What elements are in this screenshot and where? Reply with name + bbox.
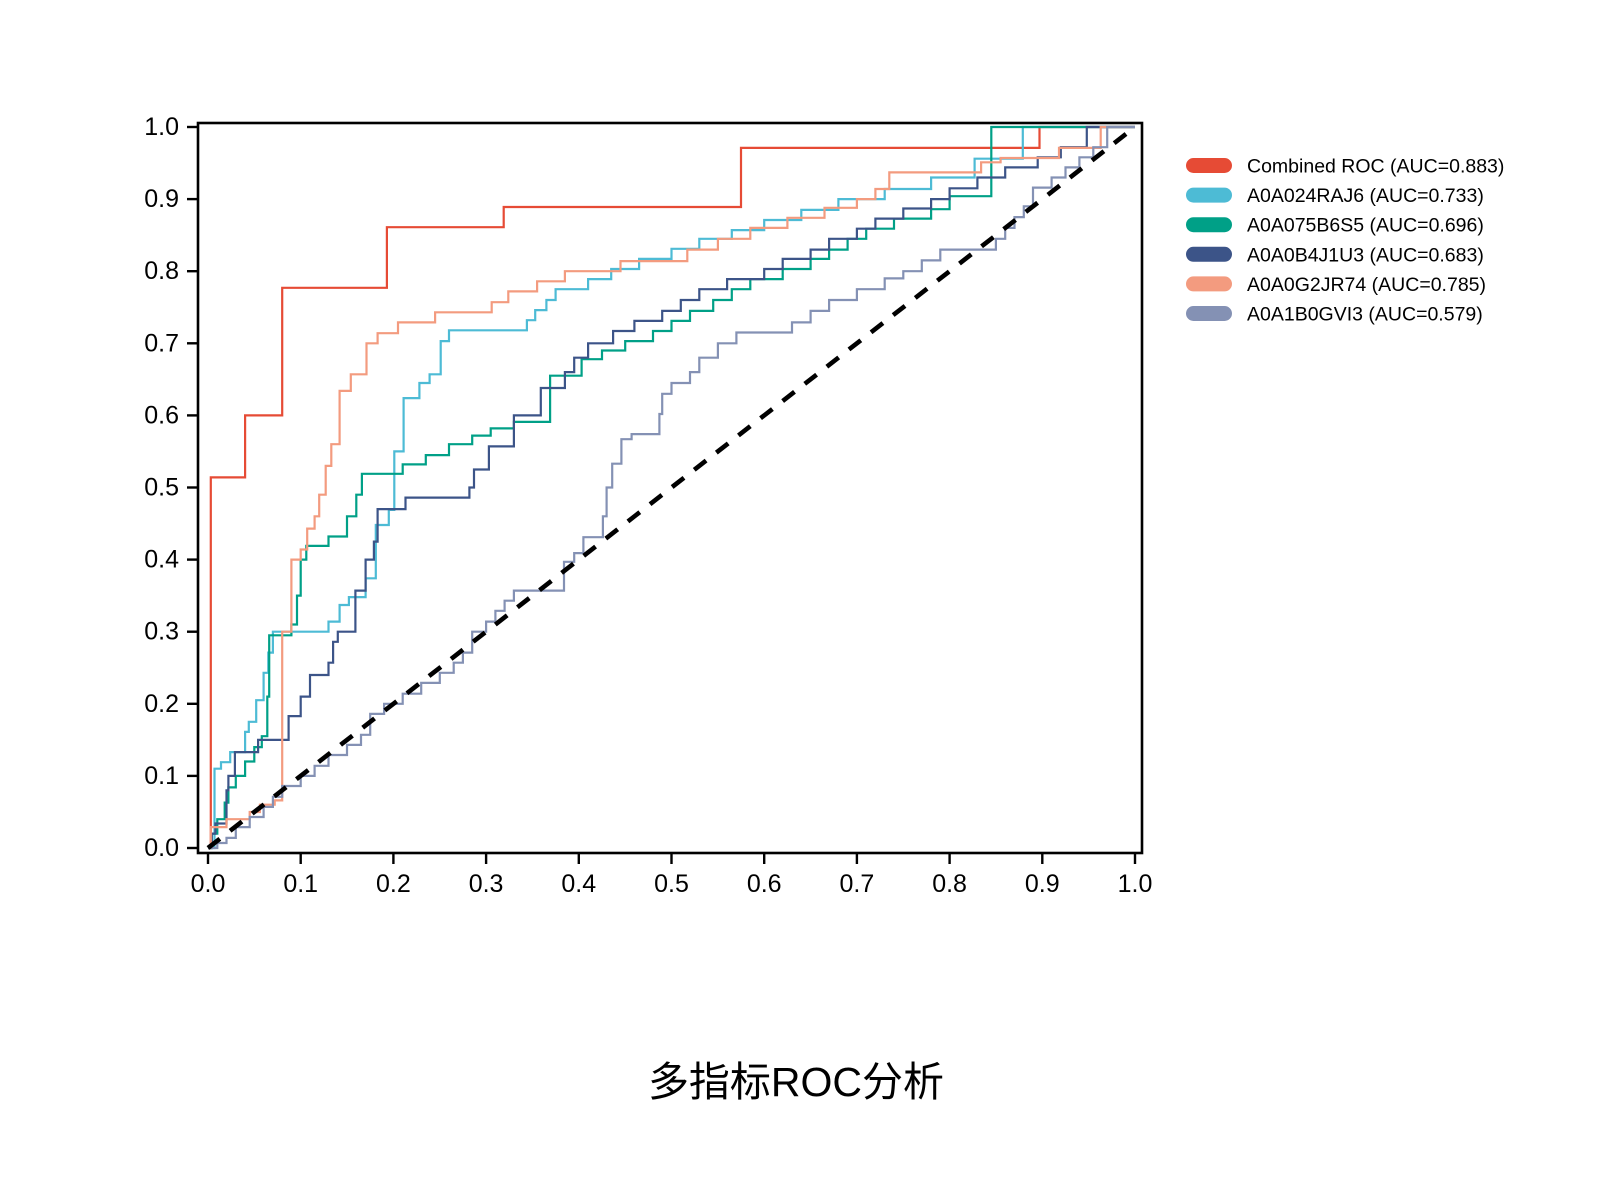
legend-swatch bbox=[1186, 306, 1232, 321]
x-axis-tick-label: 0.3 bbox=[469, 870, 504, 898]
y-axis-tick-label: 0.5 bbox=[144, 474, 179, 502]
legend-swatch bbox=[1186, 217, 1232, 233]
legend-label: A0A1B0GVI3 (AUC=0.579) bbox=[1247, 304, 1483, 326]
legend-item-A0A0G2JR74: A0A0G2JR74 (AUC=0.785) bbox=[1186, 274, 1486, 296]
legend-item-Combined-ROC: Combined ROC (AUC=0.883) bbox=[1186, 156, 1504, 178]
y-axis-tick-label: 0.2 bbox=[144, 690, 179, 718]
legend-label: A0A024RAJ6 (AUC=0.733) bbox=[1247, 185, 1484, 207]
roc-curves bbox=[208, 125, 1135, 850]
x-axis-tick-label: 1.0 bbox=[1118, 870, 1153, 898]
legend-item-A0A024RAJ6: A0A024RAJ6 (AUC=0.733) bbox=[1186, 185, 1484, 207]
y-axis-tick-label: 0.0 bbox=[144, 834, 179, 862]
x-axis-tick-label: 0.4 bbox=[561, 870, 596, 898]
roc-curve-Combined-ROC bbox=[208, 125, 1135, 850]
roc-curve-A0A0B4J1U3 bbox=[208, 125, 1135, 850]
legend-item-A0A1B0GVI3: A0A1B0GVI3 (AUC=0.579) bbox=[1186, 304, 1483, 326]
x-axis-tick-label: 0.0 bbox=[191, 870, 226, 898]
y-axis-tick-label: 0.3 bbox=[144, 618, 179, 646]
x-axis-tick-label: 0.1 bbox=[283, 870, 318, 898]
legend-swatch bbox=[1186, 158, 1232, 173]
axes: 0.0 0.1 0.2 0.3 0.4 0.5 0.6 0.7 0.8 0.9 1.0 0.0 0.1 0… bbox=[144, 113, 1152, 898]
legend-label: A0A0G2JR74 (AUC=0.785) bbox=[1247, 274, 1486, 296]
legend-item-A0A0B4J1U3: A0A0B4J1U3 (AUC=0.683) bbox=[1186, 244, 1484, 266]
legend-label: A0A075B6S5 (AUC=0.696) bbox=[1247, 215, 1484, 237]
y-axis-tick-label: 0.9 bbox=[144, 185, 179, 213]
roc-curve-A0A0G2JR74 bbox=[208, 125, 1135, 850]
chance-diagonal-line bbox=[206, 125, 1137, 850]
x-axis-tick-label: 0.6 bbox=[747, 870, 782, 898]
y-axis-tick-label: 1.0 bbox=[144, 113, 179, 141]
chart-title: 多指标ROC分析 bbox=[648, 1059, 944, 1105]
legend-label: Combined ROC (AUC=0.883) bbox=[1247, 156, 1504, 178]
x-axis-tick-label: 0.8 bbox=[932, 870, 967, 898]
diagonal-reference bbox=[206, 125, 1137, 850]
roc-curve-A0A024RAJ6 bbox=[208, 125, 1135, 850]
y-axis-tick-label: 0.6 bbox=[144, 401, 179, 429]
y-axis-tick-label: 0.8 bbox=[144, 257, 179, 285]
legend-swatch bbox=[1186, 276, 1232, 292]
legend: Combined ROC (AUC=0.883) A0A024RAJ6 (AUC=… bbox=[1186, 156, 1504, 326]
legend-swatch bbox=[1186, 187, 1232, 203]
y-axis-tick-label: 0.1 bbox=[144, 762, 179, 790]
x-axis-tick-label: 0.7 bbox=[840, 870, 875, 898]
x-axis-tick-label: 0.9 bbox=[1025, 870, 1060, 898]
y-axis-tick-label: 0.7 bbox=[144, 329, 179, 357]
y-axis-tick-label: 0.4 bbox=[144, 546, 179, 574]
roc-curve-A0A1B0GVI3 bbox=[208, 125, 1135, 850]
x-axis-tick-label: 0.5 bbox=[654, 870, 689, 898]
legend-label: A0A0B4J1U3 (AUC=0.683) bbox=[1247, 244, 1484, 266]
legend-item-A0A075B6S5: A0A075B6S5 (AUC=0.696) bbox=[1186, 215, 1484, 237]
x-axis-tick-label: 0.2 bbox=[376, 870, 411, 898]
legend-swatch bbox=[1186, 246, 1232, 262]
